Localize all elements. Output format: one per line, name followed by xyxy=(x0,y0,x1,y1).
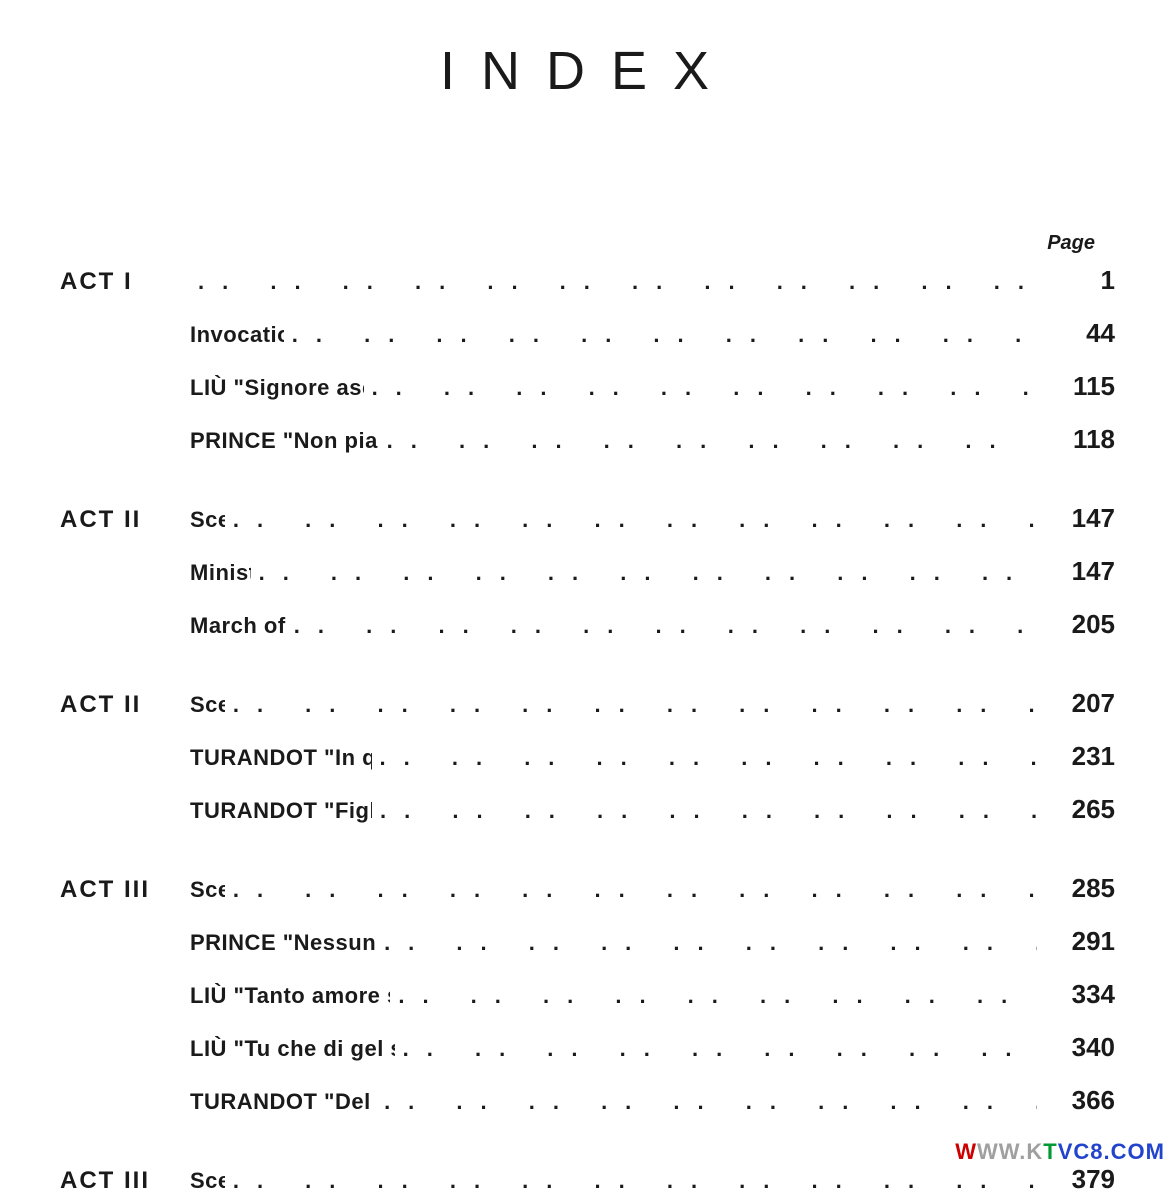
page-number: 334 xyxy=(1045,975,1115,1014)
scene-label: Scene 1 xyxy=(190,503,225,536)
section-head-row: ACT IIScene 1 147 xyxy=(60,499,1115,538)
act-label: ACT I xyxy=(60,264,190,300)
leader-dots xyxy=(259,556,1037,589)
page-number: 147 xyxy=(1045,499,1115,538)
entry-text: TURANDOT "Del primo pianto„ (I never wep… xyxy=(190,1085,376,1118)
leader-dots xyxy=(233,873,1037,906)
act-label: ACT II xyxy=(60,687,190,723)
index-section: ACT IIIScene 2379 xyxy=(60,1160,1115,1199)
page-number: 265 xyxy=(1045,790,1115,829)
scene-label: Scene 1 xyxy=(190,873,225,906)
entry-text: LIÙ "Tanto amore segreto„ (Such the love… xyxy=(190,979,390,1012)
page-number: 44 xyxy=(1045,314,1115,353)
scene-label: Scene 2 xyxy=(190,688,225,721)
index-sections: ACT I 1 Invocation to the Moon 44 LIÙ "Signo… xyxy=(60,261,1115,1199)
leader-dots xyxy=(292,318,1037,351)
index-entry-row: TURANDOT "Figlio del cielo„ (Hear me, my… xyxy=(60,790,1115,829)
page-number: 340 xyxy=(1045,1028,1115,1067)
index-entry-row: PRINCE "Nessun dorma„ (None shall sleep … xyxy=(60,922,1115,961)
section-head-row: ACT I 1 xyxy=(60,261,1115,300)
index-section: ACT IIScene 2 207 TURANDOT "In questa regg… xyxy=(60,684,1115,829)
section-head-row: ACT IIIScene 1 285 xyxy=(60,869,1115,908)
watermark: WWW.KTVC8.COM xyxy=(955,1139,1165,1165)
leader-dots xyxy=(233,688,1037,721)
act-label: ACT II xyxy=(60,502,190,538)
leader-dots xyxy=(384,926,1037,959)
leader-dots xyxy=(384,1085,1037,1118)
entry-text: TURANDOT "In questa reggia„ (Within this… xyxy=(190,741,372,774)
entry-text: March of the Mandarins xyxy=(190,609,286,642)
index-entry-row: LIÙ "Signore ascolta!„ (Oh! I entreat th… xyxy=(60,367,1115,406)
leader-dots xyxy=(233,503,1037,536)
entry-text: Ministers' Trio xyxy=(190,556,251,589)
index-entry-row: PRINCE "Non piangere Liù„ (Oh! weep no m… xyxy=(60,420,1115,459)
entry-text: LIÙ "Signore ascolta!„ (Oh! I entreat th… xyxy=(190,371,364,404)
page-title: INDEX xyxy=(60,40,1115,102)
index-section: ACT I 1 Invocation to the Moon 44 LIÙ "Signo… xyxy=(60,261,1115,459)
index-entry-row: LIÙ "Tanto amore segreto„ (Such the love… xyxy=(60,975,1115,1014)
page-number: 115 xyxy=(1045,367,1115,406)
page-number: 231 xyxy=(1045,737,1115,776)
leader-dots xyxy=(372,371,1037,404)
index-entry-row: Ministers' Trio 147 xyxy=(60,552,1115,591)
index-entry-row: LIÙ "Tu che di gel sei cinta„ (Thou who … xyxy=(60,1028,1115,1067)
watermark-part: W xyxy=(955,1139,977,1164)
page-number: 285 xyxy=(1045,869,1115,908)
page-number: 366 xyxy=(1045,1081,1115,1120)
page-number: 147 xyxy=(1045,552,1115,591)
act-label: ACT III xyxy=(60,872,190,908)
index-entry-row: TURANDOT "Del primo pianto„ (I never wep… xyxy=(60,1081,1115,1120)
page-number: 207 xyxy=(1045,684,1115,723)
section-head-row: ACT IIIScene 2379 xyxy=(60,1160,1115,1199)
entry-text: TURANDOT "Figlio del cielo„ (Hear me, my… xyxy=(190,794,372,827)
watermark-part: WW.K xyxy=(977,1139,1043,1164)
page-column-header: Page xyxy=(60,232,1095,255)
page-number: 118 xyxy=(1045,420,1115,459)
leader-dots xyxy=(403,1032,1037,1065)
watermark-part: VC8.COM xyxy=(1058,1139,1165,1164)
leader-dots xyxy=(198,265,1037,298)
act-label: ACT III xyxy=(60,1163,190,1199)
entry-text: PRINCE "Nessun dorma„ (None shall sleep … xyxy=(190,926,376,959)
leader-dots xyxy=(398,979,1037,1012)
leader-dots xyxy=(294,609,1037,642)
index-entry-row: March of the Mandarins 205 xyxy=(60,605,1115,644)
page-number: 1 xyxy=(1045,261,1115,300)
index-section: ACT IIIScene 1 285 PRINCE "Nessun dorma„ (… xyxy=(60,869,1115,1120)
watermark-part: T xyxy=(1043,1139,1057,1164)
page-number: 379 xyxy=(1045,1160,1115,1199)
section-head-row: ACT IIScene 2 207 xyxy=(60,684,1115,723)
index-page: INDEX Page ACT I 1 Invocation to the Moon 4… xyxy=(0,0,1175,1199)
leader-dots xyxy=(380,794,1037,827)
entry-text: PRINCE "Non piangere Liù„ (Oh! weep no m… xyxy=(190,424,379,457)
index-entry-row: TURANDOT "In questa reggia„ (Within this… xyxy=(60,737,1115,776)
index-section: ACT IIScene 1 147 Ministers' Trio 147 March … xyxy=(60,499,1115,644)
page-number: 291 xyxy=(1045,922,1115,961)
entry-text: LIÙ "Tu che di gel sei cinta„ (Thou who … xyxy=(190,1032,395,1065)
leader-dots xyxy=(387,424,1037,457)
entry-text: Invocation to the Moon xyxy=(190,318,284,351)
leader-dots xyxy=(380,741,1037,774)
page-number: 205 xyxy=(1045,605,1115,644)
index-entry-row: Invocation to the Moon 44 xyxy=(60,314,1115,353)
